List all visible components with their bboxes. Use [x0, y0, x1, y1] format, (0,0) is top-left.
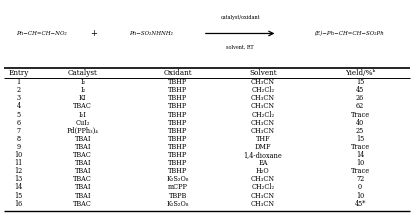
Text: CH₃CN: CH₃CN — [250, 200, 274, 208]
Text: CH₂Cl₂: CH₂Cl₂ — [251, 111, 274, 119]
Text: 15: 15 — [355, 135, 363, 143]
Text: 13: 13 — [14, 175, 23, 183]
Text: mCPP: mCPP — [168, 183, 188, 191]
Text: TBHP: TBHP — [168, 102, 187, 110]
Text: TBHP: TBHP — [168, 143, 187, 151]
Text: TBAC: TBAC — [73, 175, 92, 183]
Text: 45: 45 — [355, 86, 363, 94]
Text: 15: 15 — [355, 78, 363, 86]
Text: K₂S₂O₈: K₂S₂O₈ — [166, 200, 189, 208]
Text: CH₃CN: CH₃CN — [250, 192, 274, 200]
Text: Trace: Trace — [350, 111, 369, 119]
Text: Yield/%ᵇ: Yield/%ᵇ — [344, 69, 375, 77]
Text: 7: 7 — [17, 127, 21, 135]
Text: CH₃CN: CH₃CN — [250, 175, 274, 183]
Text: CuI₂: CuI₂ — [75, 119, 90, 127]
Text: TBAI: TBAI — [74, 159, 91, 167]
Text: 1,4-dioxane: 1,4-dioxane — [243, 151, 282, 159]
Text: TBHP: TBHP — [168, 167, 187, 175]
Text: TBHP: TBHP — [168, 151, 187, 159]
Text: CH₃CN: CH₃CN — [250, 102, 274, 110]
Text: TBAI: TBAI — [74, 135, 91, 143]
Text: 62: 62 — [355, 102, 363, 110]
Text: DMF: DMF — [254, 143, 271, 151]
Text: 11: 11 — [14, 159, 23, 167]
Text: 5: 5 — [17, 111, 21, 119]
Text: TBHP: TBHP — [168, 86, 187, 94]
Text: Ph−SO₂NHNH₂: Ph−SO₂NHNH₂ — [129, 31, 173, 36]
Text: TBHP: TBHP — [168, 94, 187, 102]
Text: CH₃CN: CH₃CN — [250, 119, 274, 127]
Text: TBHP: TBHP — [168, 111, 187, 119]
Text: 72: 72 — [355, 175, 363, 183]
Text: I₂I: I₂I — [78, 111, 87, 119]
Text: 3: 3 — [17, 94, 21, 102]
Text: 0: 0 — [357, 183, 361, 191]
Text: 14: 14 — [355, 151, 363, 159]
Text: TBHP: TBHP — [168, 127, 187, 135]
Text: EA: EA — [258, 159, 267, 167]
Text: CH₃CN: CH₃CN — [250, 78, 274, 86]
Text: 10: 10 — [355, 192, 363, 200]
Text: Catalyst: Catalyst — [68, 69, 97, 77]
Text: 10: 10 — [14, 151, 23, 159]
Text: 14: 14 — [14, 183, 23, 191]
Text: I₂: I₂ — [80, 78, 85, 86]
Text: Trace: Trace — [350, 143, 369, 151]
Text: H₂O: H₂O — [256, 167, 269, 175]
Text: Entry: Entry — [8, 69, 29, 77]
Text: TBHP: TBHP — [168, 119, 187, 127]
Text: 1: 1 — [17, 78, 21, 86]
Text: TBAI: TBAI — [74, 143, 91, 151]
Text: 4: 4 — [17, 102, 21, 110]
Text: THF: THF — [255, 135, 270, 143]
Text: 16: 16 — [14, 200, 23, 208]
Text: KI: KI — [79, 94, 86, 102]
Text: TBAI: TBAI — [74, 192, 91, 200]
Text: +: + — [90, 29, 96, 38]
Text: 8: 8 — [17, 135, 21, 143]
Text: Ph−CH=CH−NO₂: Ph−CH=CH−NO₂ — [16, 31, 66, 36]
Text: TBHP: TBHP — [168, 135, 187, 143]
Text: 9: 9 — [17, 143, 21, 151]
Text: K₂S₂O₈: K₂S₂O₈ — [166, 175, 189, 183]
Text: TBAI: TBAI — [74, 167, 91, 175]
Text: TBHP: TBHP — [168, 159, 187, 167]
Text: solvent, RT: solvent, RT — [226, 45, 253, 50]
Text: 26: 26 — [355, 94, 363, 102]
Text: 12: 12 — [14, 167, 23, 175]
Text: 6: 6 — [17, 119, 21, 127]
Text: CH₂Cl₂: CH₂Cl₂ — [251, 86, 274, 94]
Text: TBAI: TBAI — [74, 183, 91, 191]
Text: 25: 25 — [355, 127, 363, 135]
Text: TBAC: TBAC — [73, 102, 92, 110]
Text: CH₃CN: CH₃CN — [250, 94, 274, 102]
Text: TBAC: TBAC — [73, 151, 92, 159]
Text: TBHP: TBHP — [168, 78, 187, 86]
Text: catalyst/oxidant: catalyst/oxidant — [220, 15, 259, 20]
Text: (E)−Ph−CH=CH−SO₂Ph: (E)−Ph−CH=CH−SO₂Ph — [314, 31, 384, 36]
Text: 40: 40 — [355, 119, 363, 127]
Text: Solvent: Solvent — [249, 69, 276, 77]
Text: TBPB: TBPB — [169, 192, 187, 200]
Text: 15: 15 — [14, 192, 23, 200]
Text: CH₃CN: CH₃CN — [250, 127, 274, 135]
Text: Oxidant: Oxidant — [163, 69, 192, 77]
Text: Trace: Trace — [350, 167, 369, 175]
Text: CH₂Cl₂: CH₂Cl₂ — [251, 183, 274, 191]
Text: 10: 10 — [355, 159, 363, 167]
Text: TBAC: TBAC — [73, 200, 92, 208]
Text: I₂: I₂ — [80, 86, 85, 94]
Text: Pd(PPh₃)₄: Pd(PPh₃)₄ — [67, 127, 98, 135]
Text: 45*: 45* — [354, 200, 365, 208]
Text: 2: 2 — [17, 86, 21, 94]
